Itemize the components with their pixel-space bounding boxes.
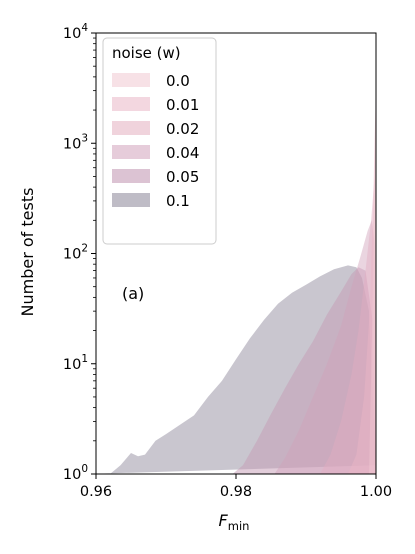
legend-swatch xyxy=(112,169,150,183)
y-tick-label: 102 xyxy=(63,243,88,263)
legend-title: noise (w) xyxy=(112,44,181,62)
legend-swatch xyxy=(112,121,150,135)
legend-box xyxy=(102,37,217,245)
legend: noise (w) 0.0 0.01 0.02 0.04 0.05 0.1 xyxy=(102,37,217,245)
area-noise-0-04 xyxy=(274,220,376,474)
area-noise-0-02 xyxy=(320,176,376,474)
x-axis-label: Fmin xyxy=(219,511,250,533)
legend-entry-label: 0.04 xyxy=(166,144,199,162)
legend-entry-label: 0.02 xyxy=(166,120,199,138)
legend-swatch xyxy=(112,145,150,159)
y-tick-label: 104 xyxy=(63,22,88,42)
y-tick-label: 103 xyxy=(63,132,88,152)
y-axis: 100 101 102 103 104 xyxy=(63,22,96,483)
legend-entry-label: 0.01 xyxy=(166,96,199,114)
x-tick-label: 0.96 xyxy=(80,484,112,500)
legend-entry-label: 0.1 xyxy=(166,192,190,210)
y-tick-label: 100 xyxy=(63,463,88,483)
area-series-group xyxy=(88,66,377,474)
x-axis-label-main: F xyxy=(219,511,229,530)
area-noise-0-0 xyxy=(369,66,376,474)
legend-swatch xyxy=(112,193,150,207)
area-noise-0-01 xyxy=(348,110,376,474)
legend-entry-label: 0.05 xyxy=(166,168,199,186)
panel-annotation: (a) xyxy=(122,284,144,303)
x-tick-label: 1.00 xyxy=(360,484,392,500)
y-axis-label: Number of tests xyxy=(18,188,37,317)
x-axis-label-subscript: min xyxy=(228,519,250,533)
legend-entry-label: 0.0 xyxy=(166,72,190,90)
y-tick-label: 101 xyxy=(63,353,88,373)
legend-swatch xyxy=(112,73,150,87)
x-axis: 0.96 0.98 1.00 xyxy=(80,474,392,500)
area-noise-0-05 xyxy=(232,267,376,474)
x-tick-label: 0.98 xyxy=(220,484,252,500)
legend-swatch xyxy=(112,97,150,111)
